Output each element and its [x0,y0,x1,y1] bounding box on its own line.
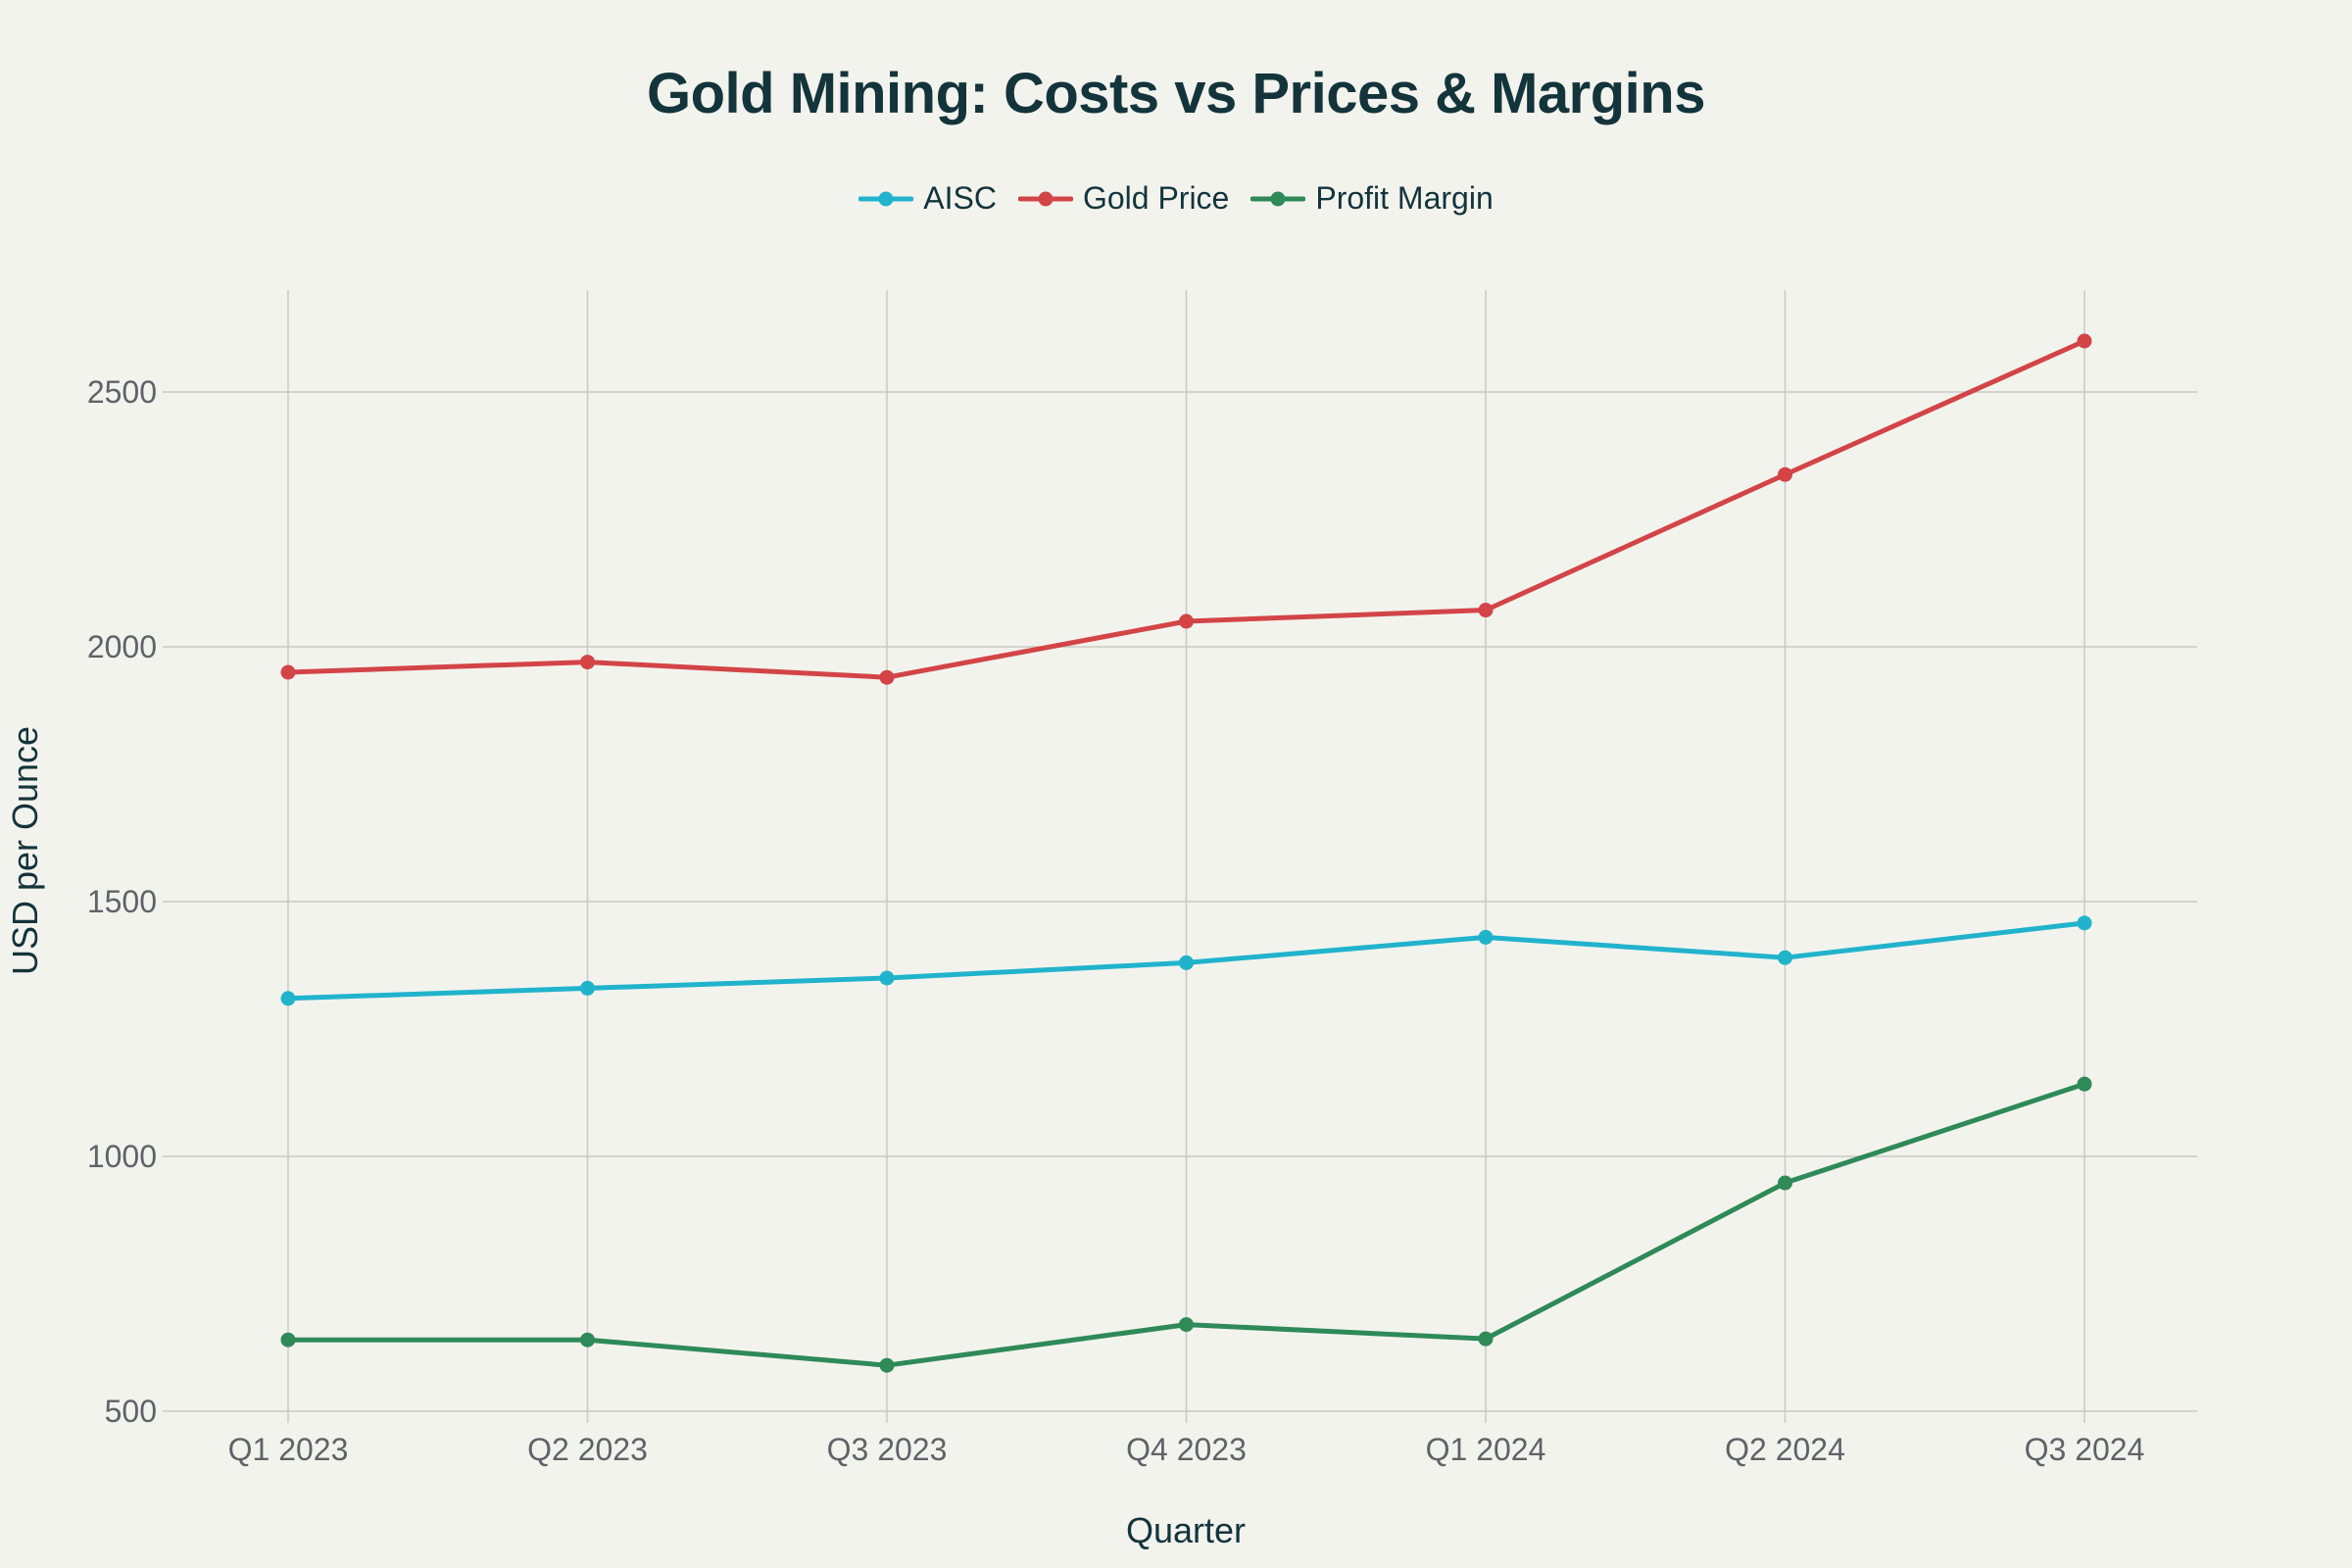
x-tick-label: Q2 2024 [1725,1432,1845,1467]
data-point-aisc [580,980,595,996]
data-point-gold-price [1478,603,1494,618]
axis-ticks: 500 1000 1500 2000 2500 Q1 2023 Q2 2023 Q3 2023… [87,374,2145,1467]
data-point-profit-margin [1478,1331,1494,1347]
y-tick-label: 500 [105,1394,157,1429]
x-axis-title: Quarter [1126,1510,1246,1550]
data-point-aisc [1179,955,1194,970]
x-tick-label: Q1 2024 [1426,1432,1546,1467]
data-point-profit-margin [580,1332,595,1348]
y-tick-label: 1000 [87,1139,157,1174]
legend-swatch-icon [1250,191,1306,206]
legend-label: Profit Margin [1315,180,1494,216]
legend-item-profit-margin[interactable]: Profit Margin [1250,180,1494,217]
legend-item-gold-price[interactable]: Gold Price [1017,180,1230,217]
data-point-profit-margin [879,1357,895,1373]
data-point-aisc [879,970,895,986]
data-point-aisc [2077,915,2092,931]
legend-item-aisc[interactable]: AISC [858,180,997,217]
data-point-gold-price [879,669,895,685]
y-tick-label: 2000 [87,629,157,664]
data-point-gold-price [1179,613,1194,629]
data-point-aisc [280,991,296,1006]
data-point-aisc [1778,950,1792,965]
grid-lines [163,290,2197,1423]
x-tick-label: Q3 2024 [2025,1432,2145,1467]
legend-swatch-icon [1017,191,1073,206]
y-tick-label: 1500 [87,884,157,919]
legend-label: AISC [923,180,997,216]
data-point-aisc [1478,929,1494,945]
x-tick-label: Q2 2023 [527,1432,648,1467]
data-point-gold-price [580,655,595,670]
x-tick-label: Q3 2023 [827,1432,948,1467]
legend-swatch-icon [858,191,914,206]
x-tick-label: Q1 2023 [228,1432,349,1467]
y-tick-label: 2500 [87,374,157,410]
data-point-gold-price [1778,466,1792,482]
data-point-profit-margin [280,1332,296,1348]
legend: AISC Gold Price Profit Margin [0,180,2352,217]
x-tick-label: Q4 2023 [1126,1432,1247,1467]
y-axis-title: USD per Ounce [5,726,45,975]
chart-title: Gold Mining: Costs vs Prices & Margins [647,62,1705,125]
data-points [280,333,2092,1373]
data-point-profit-margin [1179,1317,1194,1333]
data-point-gold-price [2077,333,2092,349]
legend-label: Gold Price [1082,180,1230,216]
data-point-profit-margin [2077,1076,2092,1092]
data-point-profit-margin [1778,1175,1792,1191]
data-point-gold-price [280,664,296,680]
